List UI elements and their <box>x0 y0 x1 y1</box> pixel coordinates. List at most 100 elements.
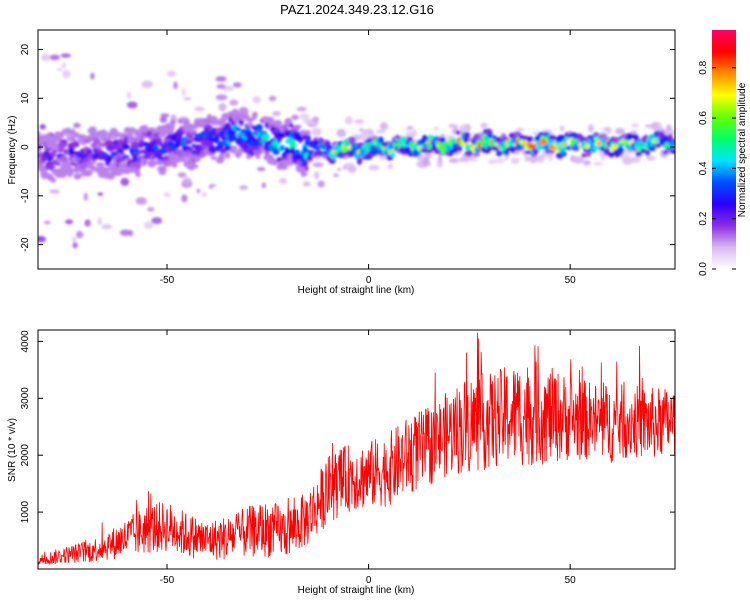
spectrogram-cell <box>167 123 176 131</box>
spectrogram-noise-cell <box>62 69 71 79</box>
spectrogram-noise-cell <box>631 122 639 129</box>
spectrogram-noise-cell <box>494 157 506 164</box>
spectrogram-cell <box>55 161 61 166</box>
spectrogram-noise-cell <box>141 80 154 88</box>
spectrogram-noise-cell <box>510 157 520 165</box>
spectrogram-cell <box>134 161 142 170</box>
spectrogram-cell <box>668 133 673 140</box>
spectrogram-noise-cell <box>312 162 324 168</box>
spectrogram-noise-cell <box>269 98 276 102</box>
spectrogram-cell <box>203 117 213 125</box>
spectrogram-noise-cell <box>72 242 78 249</box>
spectrogram-cell <box>59 155 69 163</box>
spectrogram-cell <box>261 133 270 138</box>
spectrogram-cell <box>138 139 144 145</box>
spectrogram-cell <box>157 155 165 161</box>
spectrogram-cell <box>171 162 178 168</box>
spectrogram-y-tick-label: 10 <box>20 92 31 104</box>
spectrogram-cell <box>65 167 75 176</box>
spectrogram-noise-cell <box>354 119 365 124</box>
spectrogram-cell <box>528 136 534 142</box>
spectrogram-cell <box>448 151 453 157</box>
snr-series <box>38 332 675 565</box>
spectrogram-noise-cell <box>61 62 66 68</box>
spectrogram-cell <box>116 152 126 157</box>
spectrogram-x-tick-label: 0 <box>366 275 372 286</box>
colorbar-tick-label: 0.0 <box>698 262 709 276</box>
spectrogram-cell <box>95 162 105 167</box>
spectrogram-noise-cell <box>670 130 675 135</box>
colorbar-ticks: 0.0 0.2 0.4 0.6 0.8 <box>698 60 736 276</box>
spectrogram-y-tick-label: -20 <box>20 237 31 252</box>
spectrogram-noise-cell <box>135 197 147 205</box>
snr-panel: -50 0 50 1000 2000 3000 4000 Height of straig… <box>7 329 676 596</box>
snr-x-ticks: -50 0 50 <box>160 330 576 586</box>
spectrogram-cell <box>50 177 57 183</box>
spectrogram-cell <box>65 127 71 135</box>
colorbar-tick-label: 0.4 <box>698 161 709 175</box>
spectrogram-noise-cell <box>232 82 242 88</box>
colorbar-tick-label: 0.6 <box>698 111 709 125</box>
spectrogram-cell <box>121 144 131 150</box>
spectrogram-cell <box>279 145 286 151</box>
spectrogram-noise-cell <box>181 88 186 97</box>
spectrogram-cell <box>239 116 247 120</box>
spectrogram-noise-cell <box>620 153 629 160</box>
spectrogram-noise-cell <box>215 76 227 82</box>
spectrogram-cell <box>228 116 234 123</box>
spectrogram-noise-cell <box>606 129 612 134</box>
spectrogram-noise-cell <box>406 125 414 131</box>
spectrogram-cell <box>155 140 164 146</box>
spectrogram-noise-cell <box>299 113 310 120</box>
spectrogram-noise-cell <box>252 96 261 104</box>
spectrogram-noise-cell <box>296 106 307 112</box>
spectrogram-noise-cell <box>49 189 60 194</box>
spectrogram-noise-cell <box>177 172 187 178</box>
spectrogram-noise-cell <box>593 161 603 166</box>
spectrogram-noise-cell <box>83 192 89 201</box>
spectrogram-cell <box>668 140 675 145</box>
colorbar-tick-label: 0.2 <box>698 211 709 225</box>
spectrogram-cell <box>591 145 598 150</box>
spectrogram-cell <box>572 145 581 151</box>
spectrogram-cell <box>82 135 91 140</box>
snr-x-tick-label: 50 <box>565 575 577 586</box>
spectrogram-noise-cell <box>448 123 456 129</box>
spectrogram-noise-cell <box>120 177 130 187</box>
spectrogram-noise-cell <box>196 188 201 194</box>
spectrogram-noise-cell <box>448 158 460 163</box>
spectrogram-noise-cell <box>84 219 91 227</box>
spectrogram-cell <box>109 127 118 134</box>
spectrogram-x-axis-label: Height of straight line (km) <box>298 285 415 296</box>
spectrogram-cell <box>94 142 103 150</box>
spectrogram-cell <box>271 159 279 166</box>
colorbar-label: Normalized spectral amplitude <box>737 82 748 217</box>
spectrogram-y-ticks: -20 -10 0 10 20 <box>20 44 675 252</box>
spectrogram-cell <box>98 129 108 136</box>
spectrogram-cell <box>285 148 292 155</box>
spectrogram-noise-cell <box>416 154 425 161</box>
spectrogram-noise-cell <box>572 156 585 164</box>
spectrogram-noise-cell <box>434 126 439 131</box>
spectrogram-noise-cell <box>194 106 205 112</box>
spectrogram-cell <box>153 137 163 142</box>
spectrogram-noise-cell <box>65 219 74 225</box>
spectrogram-noise-cell <box>488 159 496 164</box>
spectrogram-noise-cell <box>201 192 207 198</box>
spectrogram-cell <box>142 141 149 147</box>
spectrogram-cell <box>72 141 80 148</box>
spectrogram-cell <box>377 136 384 144</box>
spectrogram-cell <box>68 148 75 157</box>
spectrogram-noise-cell <box>646 155 656 161</box>
spectrogram-noise-cell <box>216 83 226 89</box>
spectrogram-cell <box>103 166 110 174</box>
spectrogram-noise-cell <box>363 128 374 135</box>
spectrogram-cell <box>114 170 123 177</box>
spectrogram-noise-cell <box>272 111 281 117</box>
spectrogram-cell <box>224 151 231 159</box>
spectrogram-noise-cell <box>460 123 470 133</box>
spectrogram-noise-cell <box>387 163 394 169</box>
spectrogram-cell <box>78 161 89 170</box>
spectrogram-noise-cell <box>147 206 155 212</box>
spectrogram-cell <box>127 127 137 134</box>
